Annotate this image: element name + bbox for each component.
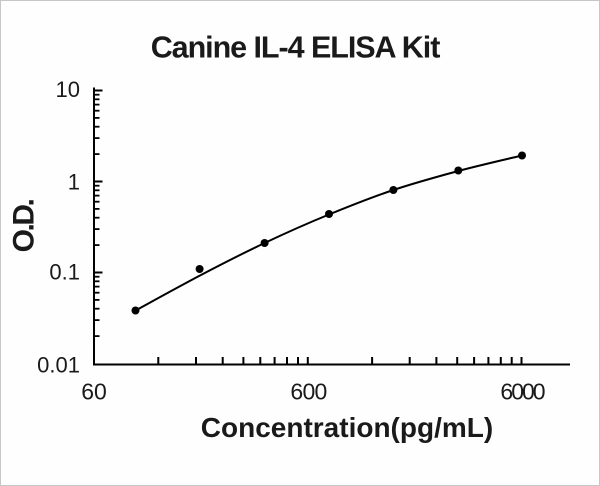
svg-text:10: 10 — [56, 77, 80, 102]
svg-text:60: 60 — [81, 379, 107, 405]
svg-text:Canine IL-4 ELISA Kit: Canine IL-4 ELISA Kit — [151, 31, 441, 65]
svg-text:6000: 6000 — [500, 379, 544, 405]
svg-text:O.D.: O.D. — [8, 200, 41, 253]
svg-text:600: 600 — [290, 379, 326, 405]
svg-text:Concentration(pg/mL): Concentration(pg/mL) — [201, 412, 493, 443]
svg-text:1: 1 — [68, 170, 80, 195]
svg-text:0.01: 0.01 — [37, 353, 80, 378]
svg-text:0.1: 0.1 — [49, 260, 80, 285]
